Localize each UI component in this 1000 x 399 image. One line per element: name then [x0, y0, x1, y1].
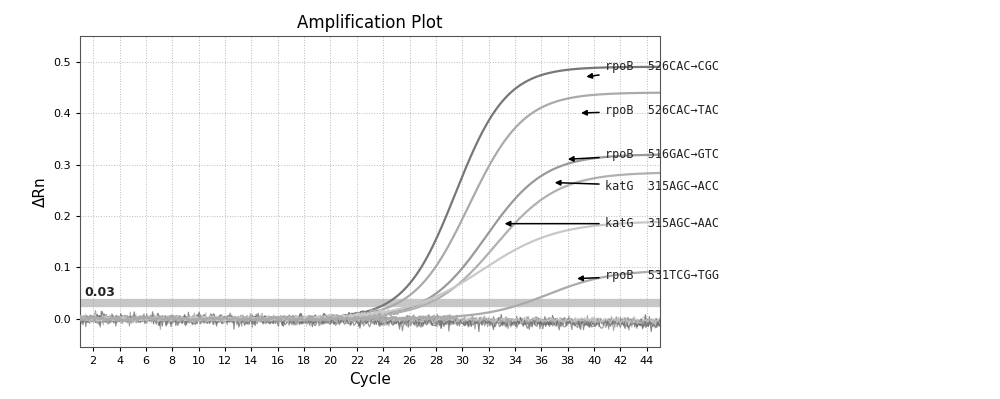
Y-axis label: ΔRn: ΔRn	[33, 176, 48, 207]
X-axis label: Cycle: Cycle	[349, 372, 391, 387]
Text: rpoB  526CAC→CGC: rpoB 526CAC→CGC	[588, 60, 719, 78]
Text: rpoB  526CAC→TAC: rpoB 526CAC→TAC	[583, 104, 719, 117]
Text: katG  315AGC→ACC: katG 315AGC→ACC	[556, 180, 719, 193]
Text: 0.03: 0.03	[84, 286, 115, 299]
Text: rpoB  531TCG→TGG: rpoB 531TCG→TGG	[579, 269, 719, 282]
Text: katG  315AGC→AAC: katG 315AGC→AAC	[506, 217, 719, 230]
Title: Amplification Plot: Amplification Plot	[297, 14, 443, 32]
Text: rpoB  516GAC→GTC: rpoB 516GAC→GTC	[570, 148, 719, 161]
